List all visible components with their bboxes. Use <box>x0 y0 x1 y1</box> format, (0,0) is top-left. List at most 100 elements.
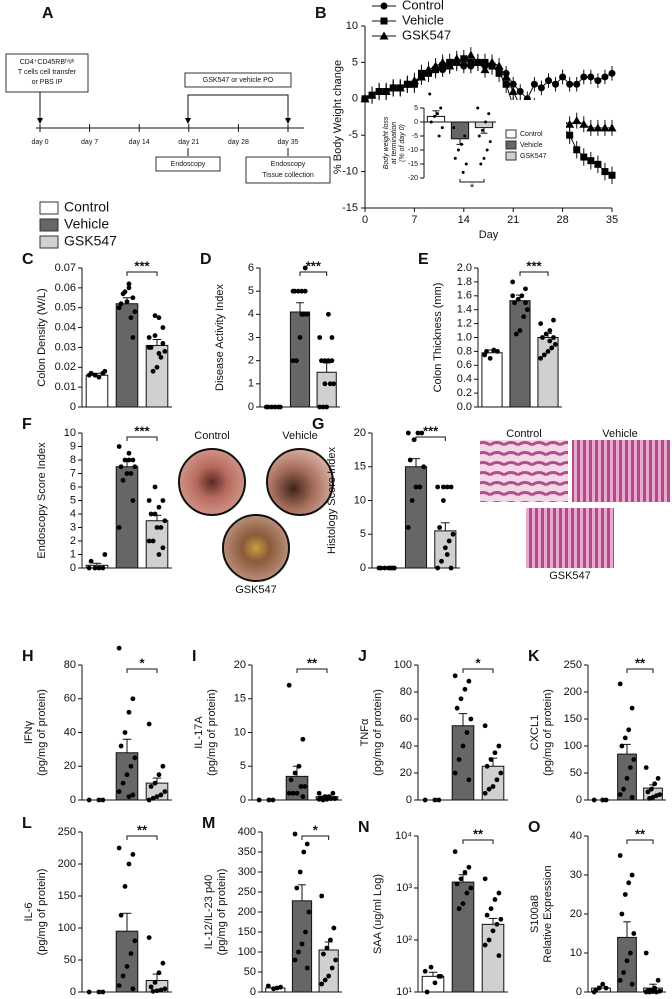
data-point <box>603 985 609 991</box>
y-tick-label: -15 <box>408 161 418 168</box>
y-tick-label: 5 <box>240 760 246 772</box>
data-point <box>543 331 549 337</box>
data-point <box>286 790 292 796</box>
y-tick-label: 20 <box>570 908 582 920</box>
y-tick-label: 6 <box>248 262 254 274</box>
significance-bracket <box>126 835 158 840</box>
significance: ** <box>137 822 148 837</box>
significance-bracket <box>126 271 158 276</box>
y-tick-label: 10 <box>346 20 358 32</box>
data-point <box>458 876 464 882</box>
legend-label: Control <box>402 0 444 12</box>
data-point <box>154 988 160 994</box>
legend-label: Vehicle <box>402 12 444 27</box>
data-point <box>468 885 474 891</box>
y-tick-label: 3 <box>70 521 76 533</box>
significance: ** <box>635 826 646 841</box>
marker <box>572 116 582 125</box>
panel-label: H <box>22 648 34 665</box>
timeline-day: day 28 <box>228 139 249 146</box>
data-point <box>290 790 296 796</box>
data-point <box>540 335 545 340</box>
data-point <box>324 945 330 951</box>
data-point <box>124 772 130 778</box>
data-point <box>152 511 158 517</box>
data-point <box>428 92 432 96</box>
data-point <box>116 789 122 794</box>
data-point <box>118 912 124 918</box>
data-point <box>292 831 298 837</box>
data-point <box>300 736 306 742</box>
inset-frame <box>386 100 566 192</box>
data-point <box>324 404 330 410</box>
data-point <box>160 960 166 966</box>
y-tick-label: 0.0 <box>457 401 472 413</box>
data-point <box>432 980 438 986</box>
data-point <box>130 335 136 340</box>
data-point <box>486 786 492 792</box>
significance: *** <box>526 258 542 273</box>
y-tick-label: -5 <box>348 129 358 141</box>
photo-label: Vehicle <box>282 430 317 442</box>
data-point <box>116 645 122 651</box>
legend-label: Vehicle <box>520 142 543 149</box>
legend-label: GSK547 <box>64 233 117 249</box>
data-point <box>152 980 158 985</box>
data-point <box>332 796 338 802</box>
bar <box>509 300 531 408</box>
data-point <box>405 525 411 530</box>
y-tick-label: 9 <box>70 440 76 452</box>
data-point <box>295 288 301 294</box>
source-text: T cells cell transfer <box>18 69 77 76</box>
legend-swatch <box>39 201 59 215</box>
data-point <box>444 484 450 490</box>
y-axis-label: Colon Thickness (mm) <box>432 283 444 393</box>
y-axis-label: IL-12/IL-23 p40 <box>203 875 215 950</box>
data-point <box>294 885 300 891</box>
data-point <box>130 498 136 503</box>
significance-bracket <box>462 668 494 673</box>
panel-label: D <box>200 251 212 268</box>
data-point <box>492 750 498 756</box>
legend-label: GSK547 <box>520 153 547 160</box>
data-point <box>391 565 397 571</box>
y-axis-label: % Body Weight change <box>332 60 344 174</box>
legend-swatch <box>39 218 59 232</box>
significance-bracket <box>626 668 654 673</box>
data-point <box>484 349 489 354</box>
data-point <box>126 457 132 463</box>
y-tick-label: 0 <box>414 119 418 126</box>
y-tick-label: 0.01 <box>55 381 76 393</box>
data-point <box>413 484 419 490</box>
bar <box>474 121 494 129</box>
y-tick-label: 0 <box>70 986 76 998</box>
marker <box>580 73 588 81</box>
y-axis-label: Endoscopy Score Index <box>36 442 48 559</box>
data-point <box>435 565 441 571</box>
marker <box>566 80 574 88</box>
y-axis-label: at termination <box>391 122 398 165</box>
photo <box>266 448 334 516</box>
data-point <box>146 498 152 503</box>
y-tick-label: 1.0 <box>457 331 472 343</box>
data-point <box>484 763 490 769</box>
data-point <box>146 538 152 544</box>
data-point <box>405 430 411 436</box>
y-tick-label: 5 <box>414 105 418 112</box>
data-point <box>128 763 134 769</box>
marker <box>516 88 524 96</box>
y-axis-label: (pg/mg of protein) <box>36 869 48 956</box>
data-point <box>631 757 637 762</box>
data-point <box>422 968 428 974</box>
y-tick-label: 0 <box>406 794 412 806</box>
x-axis-label: Day <box>479 229 499 241</box>
event-box <box>245 156 331 184</box>
y-axis-label: CXCL1 <box>529 715 541 750</box>
data-point <box>152 484 158 490</box>
data-point <box>626 880 632 886</box>
y-axis-label: (pg/mg of protein) <box>206 689 218 776</box>
data-point <box>482 876 488 882</box>
event-text: Tissue collection <box>262 172 314 179</box>
marker <box>452 54 462 63</box>
